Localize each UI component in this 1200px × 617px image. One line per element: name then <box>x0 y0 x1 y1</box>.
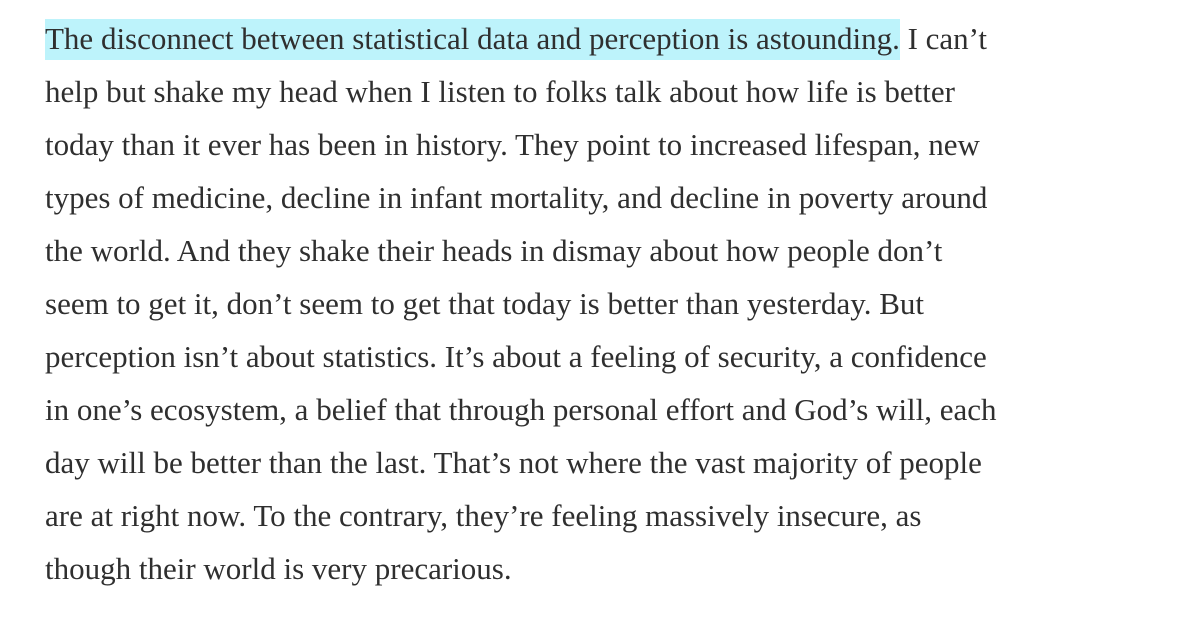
text-line: the world. And they shake their heads in… <box>45 233 943 268</box>
text: I can’t <box>907 21 988 56</box>
text-line: day will be better than the last. That’s… <box>45 445 982 480</box>
text-line: The disconnect between statistical data … <box>45 12 997 65</box>
text-line: types of medicine, decline in infant mor… <box>45 180 988 215</box>
text-line: today than it ever has been in history. … <box>45 127 980 162</box>
text-line: in one’s ecosystem, a belief that throug… <box>45 392 997 427</box>
text-line: are at right now. To the contrary, they’… <box>45 498 922 533</box>
paragraph: The disconnect between statistical data … <box>45 12 997 595</box>
highlighted-text: The disconnect between statistical data … <box>45 19 900 60</box>
text-line: help but shake my head when I listen to … <box>45 74 955 109</box>
text-line: perception isn’t about statistics. It’s … <box>45 339 987 374</box>
text-line: seem to get it, don’t seem to get that t… <box>45 286 924 321</box>
text-line: though their world is very precarious. <box>45 551 512 586</box>
